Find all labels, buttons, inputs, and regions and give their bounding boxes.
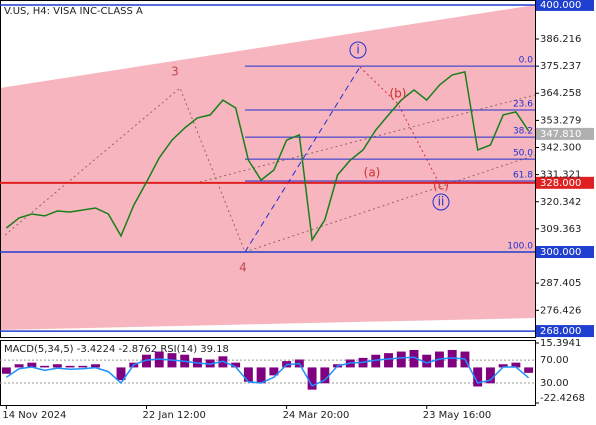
y-tick-label: 15.3941 <box>540 338 581 349</box>
macd-bar <box>52 364 62 368</box>
wave-label: ii <box>438 195 445 209</box>
wave-circle <box>349 41 367 59</box>
last-price-label: 347.810 <box>540 129 581 140</box>
macd-bar <box>78 365 88 368</box>
wave-label: (a) <box>364 166 381 180</box>
macd-bar <box>40 365 50 368</box>
macd-bar <box>256 367 266 384</box>
macd-bar <box>447 349 457 368</box>
macd-bar <box>524 367 534 373</box>
price-line <box>5 70 530 243</box>
macd-bar <box>91 364 100 368</box>
y-tick-label: 331.321 <box>540 170 581 181</box>
macd-bar <box>473 367 483 387</box>
indicator-pane-frame <box>0 340 536 406</box>
y-tick-label: 375.237 <box>540 61 581 72</box>
macd-bar <box>14 364 24 368</box>
macd-bar <box>307 367 317 390</box>
wave-line <box>4 87 246 253</box>
y2-tick-label: 70.00 <box>540 355 569 366</box>
macd-bar <box>409 349 419 368</box>
wave-label: (b) <box>390 87 407 101</box>
fib-label: 23.6 <box>513 99 533 109</box>
y-tick-label: 309.363 <box>540 224 581 235</box>
x-tick-label: 22 Jan 12:00 <box>142 410 205 421</box>
macd-bar <box>27 362 37 368</box>
level-box <box>536 325 594 338</box>
macd-bar <box>320 367 330 384</box>
level-label: 328.000 <box>540 178 581 189</box>
indicator-title: MACD(5,34,5) -3.4224 -2.8762 RSI(14) 39.… <box>4 344 229 355</box>
wave-label: 4 <box>239 261 247 275</box>
y-tick-label: 342.300 <box>540 142 581 153</box>
macd-bar <box>485 367 495 384</box>
macd-bar <box>1 367 11 374</box>
fib-label: 100.0 <box>507 242 533 252</box>
y-tick-label: 276.426 <box>540 305 581 316</box>
price-channel <box>0 5 535 330</box>
y-tick-label: 364.258 <box>540 88 581 99</box>
rsi-line <box>5 356 530 387</box>
wave-label: (c) <box>433 179 449 193</box>
wave-label: 3 <box>171 65 179 79</box>
price-pane-frame <box>0 0 536 338</box>
y-tick-label: -22.4268 <box>540 393 585 404</box>
y-tick-label: 320.342 <box>540 197 581 208</box>
level-label: 268.000 <box>540 326 581 337</box>
macd-bar <box>371 354 381 368</box>
y-tick-label: 386.216 <box>540 34 581 45</box>
macd-bar <box>269 367 279 376</box>
wave-line <box>244 66 361 253</box>
y-tick-label: 353.279 <box>540 115 581 126</box>
channel-line <box>244 154 536 253</box>
macd-bar <box>231 362 241 368</box>
macd-bar <box>511 362 521 368</box>
macd-bar <box>498 364 508 368</box>
level-box <box>536 0 594 11</box>
fib-label: 61.8 <box>513 171 533 181</box>
macd-bar <box>65 365 75 368</box>
macd-bar <box>384 353 393 368</box>
x-tick-label: 14 Nov 2024 <box>2 410 66 421</box>
x-tick-label: 24 Mar 20:00 <box>283 410 350 421</box>
macd-bar <box>142 354 151 368</box>
fib-label: 38.2 <box>513 127 533 137</box>
chart-title: V.US, H4: VISA INC-CLASS A <box>4 6 143 17</box>
fib-label: 0.0 <box>519 56 534 66</box>
y2-tick-label: 30.00 <box>540 378 569 389</box>
wave-label: i <box>356 43 359 57</box>
macd-bar <box>116 367 126 381</box>
level-box <box>536 246 594 259</box>
wave-circle <box>432 193 450 211</box>
level-box <box>536 176 594 189</box>
last-price-box <box>536 127 594 140</box>
macd-bar <box>422 354 432 368</box>
y-tick-label: 287.405 <box>540 278 581 289</box>
level-label: 400.000 <box>540 0 581 11</box>
x-tick-label: 23 May 16:00 <box>423 410 492 421</box>
macd-bar <box>243 367 253 382</box>
level-label: 300.000 <box>540 247 581 258</box>
macd-bar <box>396 351 406 368</box>
fib-label: 50.0 <box>513 149 533 159</box>
